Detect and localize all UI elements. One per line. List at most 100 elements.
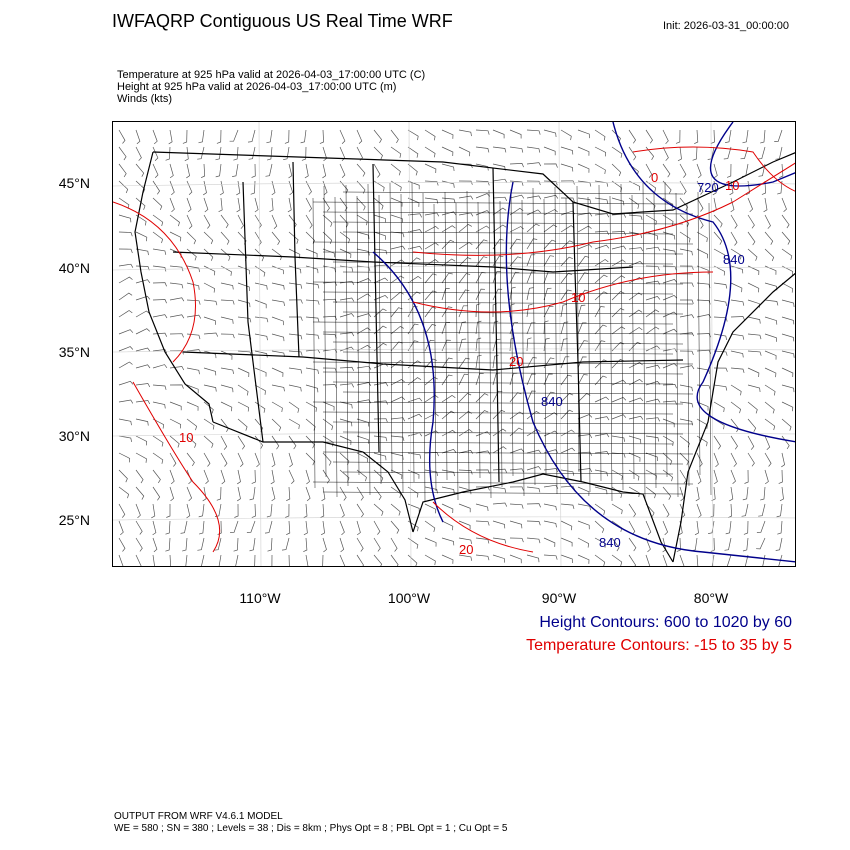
- wind-barb: [492, 537, 507, 544]
- wind-barb: [271, 486, 276, 502]
- county-line: [322, 251, 684, 255]
- wind-barb: [662, 197, 674, 209]
- wind-barb: [696, 469, 702, 485]
- wind-barb: [319, 129, 324, 144]
- wind-barb: [543, 537, 556, 547]
- wind-barb: [747, 197, 754, 213]
- wind-barb: [756, 537, 766, 550]
- wind-barb: [475, 239, 488, 250]
- wind-barb: [764, 214, 771, 229]
- wind-barb: [203, 231, 214, 245]
- wind-barb: [594, 324, 607, 335]
- wind-barb: [288, 452, 293, 468]
- wind-barb: [322, 452, 332, 466]
- temp-contour-f: [113, 201, 196, 363]
- wind-barb: [356, 554, 364, 566]
- wind-barb: [203, 435, 214, 448]
- wind-barb: [781, 197, 787, 213]
- height-contour-b: [505, 181, 795, 563]
- wind-barb: [356, 418, 370, 427]
- wind-barb: [764, 282, 778, 291]
- wind-barb: [492, 146, 507, 153]
- wind-barb: [373, 382, 389, 387]
- wind-barb: [713, 401, 725, 413]
- wind-barb: [373, 294, 389, 301]
- wind-barb: [203, 384, 217, 392]
- wind-barb: [339, 297, 355, 302]
- wind-barb: [441, 410, 455, 420]
- wind-barb: [288, 384, 302, 392]
- wind-barb: [509, 286, 516, 301]
- wind-barb: [577, 212, 593, 217]
- wind-barb: [251, 469, 256, 484]
- wind-barb: [169, 282, 184, 289]
- wind-barb: [166, 504, 171, 518]
- wind-barb: [695, 486, 700, 502]
- wind-barb: [288, 299, 303, 304]
- wind-barb: [774, 129, 783, 142]
- wind-barb: [694, 520, 699, 536]
- wind-barb: [577, 554, 590, 564]
- wind-barb: [526, 238, 538, 250]
- county-line: [332, 421, 694, 425]
- wind-barb: [441, 258, 456, 267]
- wind-barb: [458, 520, 471, 530]
- wind-barb: [305, 197, 313, 212]
- wind-barb: [135, 364, 151, 369]
- wind-barb: [543, 503, 557, 511]
- wind-barb: [407, 129, 419, 141]
- wind-barb: [594, 486, 608, 495]
- wind-barb: [577, 434, 593, 439]
- wind-barb: [152, 129, 158, 145]
- wind-barb: [390, 245, 406, 250]
- wind-barb: [322, 281, 338, 286]
- wind-barb: [543, 357, 555, 369]
- wind-barb: [169, 231, 182, 242]
- wind-barb: [373, 452, 387, 461]
- wind-barb: [135, 537, 143, 552]
- wind-barb: [264, 520, 273, 534]
- county-line: [466, 190, 470, 490]
- wind-barb: [742, 486, 749, 501]
- wind-barb: [764, 435, 771, 451]
- wind-barb: [696, 401, 709, 411]
- county-line: [411, 181, 415, 483]
- height-contour-d: [709, 122, 795, 187]
- wind-barb: [235, 554, 239, 566]
- wind-barb: [526, 129, 541, 135]
- wind-barb: [254, 248, 265, 262]
- wind-barb: [186, 349, 202, 354]
- wind-barb: [186, 180, 193, 196]
- wind-barb: [390, 341, 403, 352]
- lat-label: 25°N: [58, 512, 90, 528]
- wind-barb: [475, 373, 484, 386]
- wind-barb: [152, 486, 161, 501]
- wind-barb: [271, 316, 284, 326]
- wind-barb: [594, 244, 610, 250]
- wind-barb: [628, 129, 637, 144]
- wind-barb: [424, 225, 439, 233]
- wind-barb: [526, 223, 540, 233]
- wind-barb: [373, 503, 384, 516]
- wind-barb: [441, 339, 451, 352]
- parallel-40n: [113, 266, 795, 271]
- wind-barb: [594, 469, 608, 477]
- wind-barb: [764, 299, 779, 306]
- county-line: [488, 189, 492, 499]
- wind-barb: [611, 163, 622, 177]
- wind-barb: [390, 537, 398, 552]
- wind-barb: [237, 282, 250, 292]
- wind-barb: [118, 231, 133, 237]
- wind-barb: [441, 486, 455, 494]
- wind-barb: [186, 282, 200, 290]
- wind-barb: [285, 503, 290, 518]
- wind-barb: [424, 212, 440, 217]
- wind-barb: [509, 468, 525, 473]
- wind-barb: [339, 129, 346, 144]
- wind-barb: [218, 197, 223, 213]
- county-line: [312, 481, 694, 485]
- wind-barb: [288, 282, 303, 289]
- wind-barb: [305, 554, 309, 566]
- wind-barb: [694, 129, 699, 145]
- wind-barb: [237, 265, 250, 275]
